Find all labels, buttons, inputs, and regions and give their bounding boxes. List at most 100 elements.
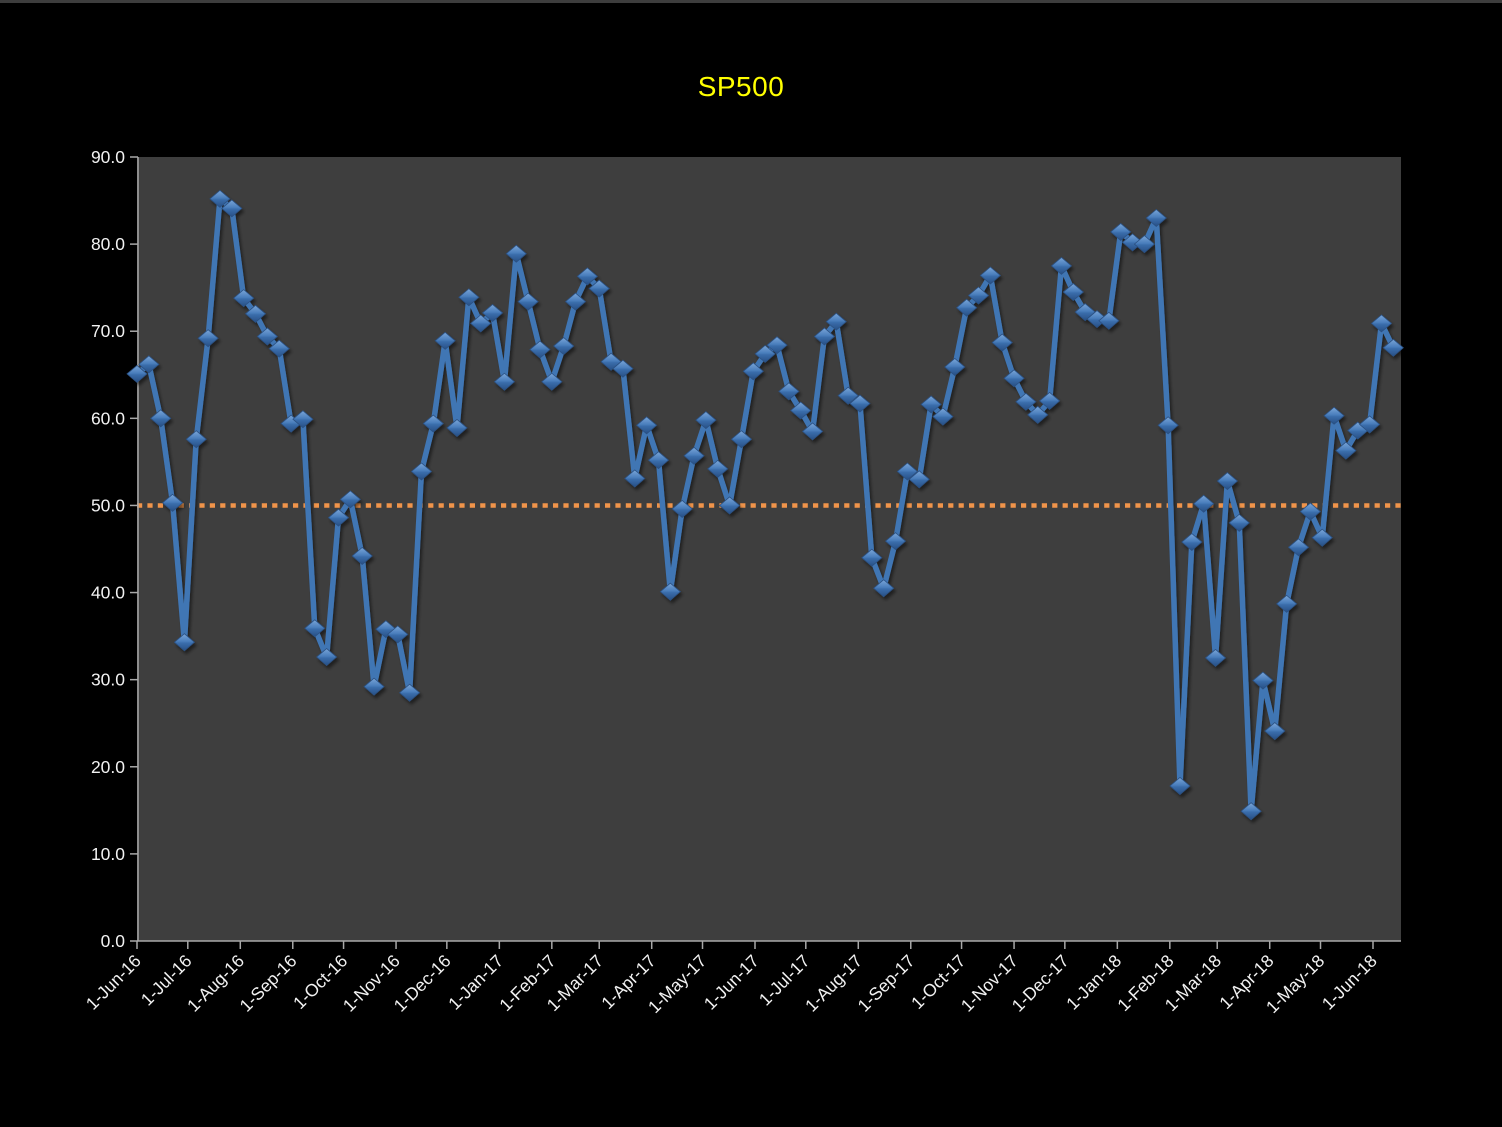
data-point: [790, 401, 812, 420]
data-point: [529, 340, 551, 359]
data-point: [896, 462, 919, 481]
data-point: [1252, 671, 1274, 690]
data-point: [446, 418, 468, 437]
data-point: [825, 312, 847, 331]
data-point: [233, 289, 255, 308]
data-point: [505, 244, 527, 263]
data-point: [932, 407, 954, 426]
data-point: [1110, 222, 1132, 241]
data-point: [647, 451, 670, 470]
data-point: [1204, 648, 1227, 667]
data-point: [1181, 533, 1203, 552]
x-tick-label: 1-Jun-16: [82, 951, 145, 1014]
data-point: [1145, 208, 1167, 228]
data-point: [1358, 415, 1381, 434]
x-tick-label: 1-Sep-16: [236, 951, 301, 1016]
data-point: [695, 411, 717, 430]
y-tick-label: 40.0: [91, 583, 125, 603]
data-point: [624, 469, 646, 488]
data-point: [1015, 392, 1037, 411]
data-point: [576, 267, 598, 286]
data-point: [1027, 405, 1049, 424]
data-point: [778, 382, 800, 401]
x-tick-label: 1-Jun-18: [1318, 951, 1381, 1014]
data-point: [256, 327, 278, 346]
data-point: [612, 359, 634, 378]
x-tick-labels: 1-Jun-161-Jul-161-Aug-161-Sep-161-Oct-16…: [82, 951, 1381, 1017]
data-point: [209, 189, 231, 208]
data-point: [316, 647, 338, 667]
y-tick-label: 30.0: [91, 670, 125, 690]
data-point: [1276, 594, 1298, 613]
data-point: [718, 496, 741, 515]
data-point: [908, 470, 930, 489]
y-tick-labels: 0.0 10.0 20.0 30.0 40.0 50.0 60.0 70.0 80.0 90.0: [91, 147, 125, 951]
data-point: [849, 394, 871, 413]
data-point: [683, 446, 705, 465]
data-point: [161, 493, 184, 512]
data-point: [884, 532, 907, 551]
data-point: [1216, 472, 1239, 491]
axes: [130, 156, 1401, 949]
data-point: [873, 579, 895, 598]
data-point: [730, 430, 753, 449]
data-point: [197, 329, 219, 348]
data-point: [920, 395, 942, 414]
data-point: [671, 499, 693, 518]
data-point: [268, 339, 290, 358]
data-point: [1311, 528, 1333, 547]
data-point: [837, 386, 859, 405]
x-tick-label: 1-Jun-17: [700, 951, 763, 1014]
data-point: [292, 410, 314, 429]
data-point: [398, 683, 421, 702]
data-point: [956, 298, 978, 317]
data-point: [1287, 538, 1310, 557]
chart-title: SP500: [697, 71, 785, 102]
data-point: [1264, 722, 1286, 741]
data-point: [185, 430, 207, 449]
data-point: [387, 625, 409, 644]
data-point: [861, 548, 883, 567]
series-sp500: [126, 189, 1404, 821]
data-point: [351, 546, 373, 565]
data-point: [1370, 314, 1393, 333]
data-point: [1157, 416, 1179, 435]
data-point: [244, 304, 267, 323]
data-point: [173, 633, 196, 652]
data-point: [766, 336, 788, 355]
data-point: [1193, 494, 1215, 513]
y-tick-label: 70.0: [91, 321, 125, 341]
y-tick-label: 60.0: [91, 408, 125, 428]
data-point: [1098, 311, 1120, 330]
data-point: [1050, 256, 1073, 275]
data-point: [304, 619, 326, 638]
data-point: [1169, 776, 1191, 795]
data-point: [967, 286, 990, 305]
data-point: [327, 508, 350, 527]
data-point: [458, 288, 480, 307]
data-point: [126, 364, 148, 383]
y-tick-label: 20.0: [91, 757, 125, 777]
data-point: [801, 422, 824, 441]
data-point: [1133, 235, 1156, 254]
y-tick-label: 10.0: [91, 844, 125, 864]
data-point: [659, 582, 681, 601]
plot-area: [137, 157, 1401, 941]
data-point: [991, 333, 1013, 352]
data-point: [1062, 282, 1084, 302]
x-tick-label: 1-Aug-17: [801, 951, 866, 1016]
data-point: [707, 459, 729, 478]
data-point: [1228, 513, 1250, 532]
y-tick-label: 80.0: [91, 234, 125, 254]
data-point: [517, 292, 539, 311]
data-point: [1240, 802, 1262, 821]
data-point: [493, 372, 516, 391]
data-point: [588, 279, 610, 298]
data-point: [1038, 391, 1061, 410]
data-point: [1003, 369, 1025, 388]
data-point: [1335, 441, 1357, 460]
data-point: [150, 409, 172, 428]
data-point: [636, 416, 658, 435]
